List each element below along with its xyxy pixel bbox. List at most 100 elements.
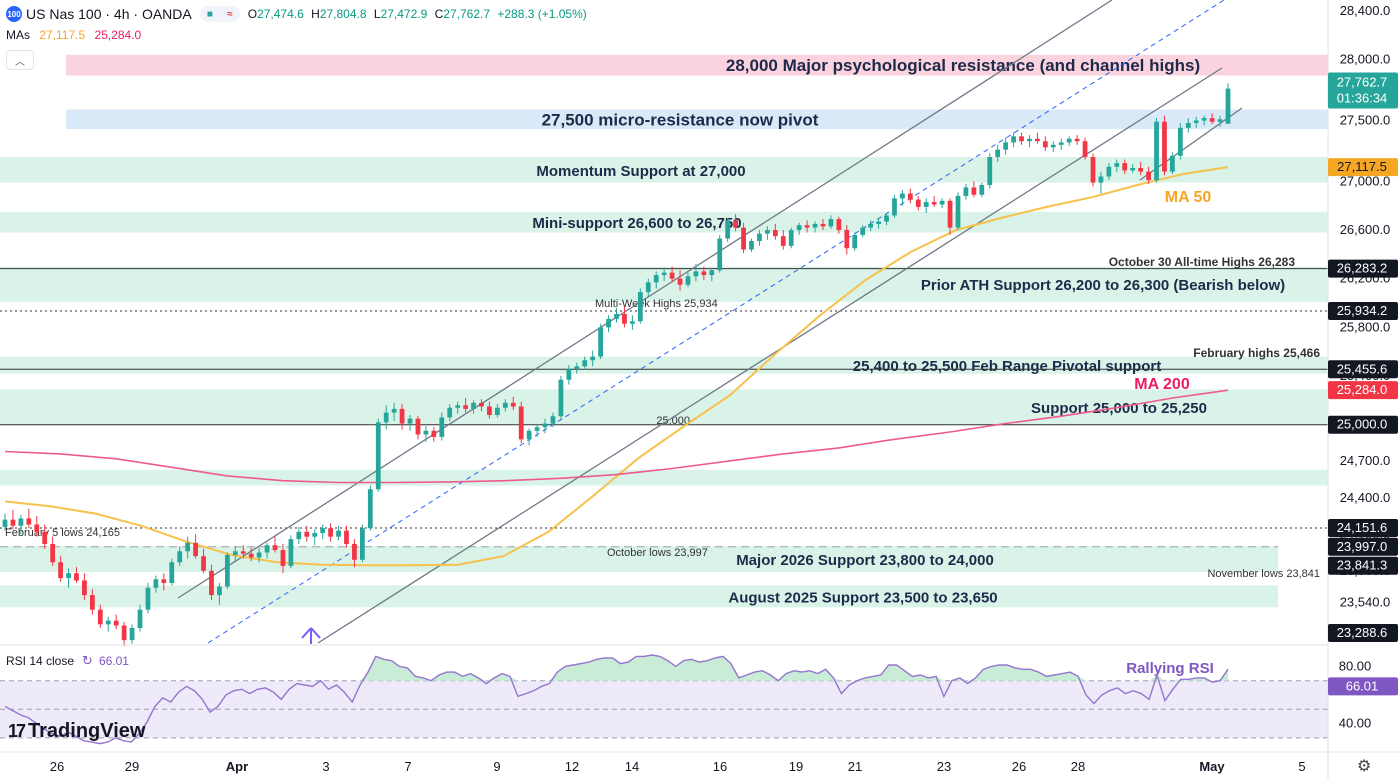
level-label: February 5 lows 24,165 bbox=[5, 527, 120, 539]
candle-body bbox=[717, 238, 723, 271]
tradingview-wordmark: TradingView bbox=[28, 720, 146, 742]
candle-body bbox=[193, 542, 198, 557]
candle-body bbox=[367, 489, 373, 529]
candle-body bbox=[614, 314, 619, 319]
ohlc-values: O27,474.6 H27,804.8 L27,472.9 C27,762.7 … bbox=[247, 7, 587, 21]
candle-body bbox=[907, 193, 913, 200]
candle-body bbox=[209, 570, 214, 596]
candle-body bbox=[558, 379, 564, 417]
candle-body bbox=[518, 406, 524, 440]
mas-legend[interactable]: MAs 27,117.5 25,284.0 bbox=[6, 28, 141, 42]
ma200-price-tag: 25,284.0 bbox=[1337, 382, 1388, 397]
time-tick-label: 14 bbox=[625, 759, 639, 774]
level-price-tag-bg bbox=[1328, 624, 1398, 642]
symbol-title[interactable]: US Nas 100 · 4h · OANDA bbox=[26, 6, 192, 22]
candle-body bbox=[836, 219, 842, 231]
candle-body bbox=[288, 539, 294, 566]
candle-body bbox=[963, 187, 969, 196]
candle-body bbox=[812, 223, 818, 228]
level-price-tag: 24,151.6 bbox=[1337, 520, 1388, 535]
rsi-overbought-fill bbox=[5, 655, 1228, 681]
zone-label: 27,500 micro-resistance now pivot bbox=[542, 110, 819, 129]
level-price-tag: 25,000.0 bbox=[1337, 417, 1388, 432]
price-tick-label: 27,000.0 bbox=[1340, 173, 1391, 188]
time-axis[interactable]: 26 29 Apr 3 7 9 12 14 16 19 21 23 26 28 May 5 bbox=[0, 751, 1400, 774]
candle-body bbox=[653, 275, 659, 283]
rsi-line bbox=[4, 654, 1229, 745]
time-tick-label: May bbox=[1199, 759, 1225, 774]
candle-body bbox=[423, 430, 429, 435]
level-price-tag: 26,283.2 bbox=[1337, 261, 1388, 276]
candle-body bbox=[987, 157, 993, 186]
candle-body bbox=[201, 556, 206, 571]
candle-body bbox=[74, 573, 79, 581]
candle-body bbox=[780, 236, 786, 246]
level-label: October lows 23,997 bbox=[607, 547, 708, 559]
candle-body bbox=[34, 524, 40, 532]
candle-body bbox=[868, 223, 874, 228]
candle-body bbox=[709, 270, 715, 276]
candle-body bbox=[1098, 176, 1104, 183]
collapse-legend-button[interactable]: ︿ bbox=[6, 50, 34, 70]
candle-body bbox=[534, 427, 540, 431]
candle-body bbox=[479, 402, 484, 407]
candle-body bbox=[447, 407, 453, 418]
level-price-tag-bg bbox=[1328, 360, 1398, 379]
level-label: October 30 All-time Highs 26,283 bbox=[1109, 255, 1296, 269]
level-price-tag: 23,841.3 bbox=[1337, 558, 1388, 573]
candle-body bbox=[590, 356, 596, 361]
level-price-tag-bg bbox=[1328, 556, 1398, 575]
level-label: November lows 23,841 bbox=[1207, 568, 1320, 580]
candle-body bbox=[939, 200, 945, 205]
level-price-tag: 25,934.2 bbox=[1337, 303, 1388, 318]
candle-body bbox=[765, 230, 770, 234]
price-tick-label: 24,700.0 bbox=[1340, 453, 1391, 468]
price-axis[interactable]: 28,400.0 28,000.0 27,500.0 27,000.0 26,600.0… bbox=[1327, 0, 1398, 780]
candle-body bbox=[979, 185, 985, 195]
candle-body bbox=[217, 586, 222, 596]
candle-body bbox=[804, 225, 810, 228]
level-price-tag-bg bbox=[1328, 518, 1398, 537]
candle-body bbox=[272, 545, 278, 551]
candle-body bbox=[701, 271, 707, 276]
candle-body bbox=[1058, 142, 1064, 145]
candle-body bbox=[788, 230, 794, 246]
candle-body bbox=[1225, 88, 1231, 124]
candle-body bbox=[1035, 138, 1040, 142]
candle-body bbox=[574, 366, 580, 369]
candle-body bbox=[1201, 118, 1207, 121]
rsi-legend[interactable]: RSI 14 close ↻ 66.01 bbox=[6, 653, 129, 669]
candle-body bbox=[955, 195, 961, 228]
candle-body bbox=[137, 609, 143, 628]
candle-body bbox=[280, 550, 286, 566]
candle-body bbox=[637, 292, 643, 322]
candle-body bbox=[121, 625, 127, 641]
candle-body bbox=[58, 562, 63, 579]
price-tick-label: 23,540.0 bbox=[1340, 594, 1391, 609]
candle-body bbox=[1066, 138, 1072, 143]
candle-body bbox=[2, 519, 8, 527]
level-price-tag: 23,288.6 bbox=[1337, 625, 1388, 640]
tradingview-logo[interactable]: 17 TradingView bbox=[8, 720, 145, 743]
candle-body bbox=[772, 230, 778, 237]
candle-body bbox=[494, 407, 500, 416]
annotation-label: MA 200 bbox=[1134, 376, 1190, 393]
visibility-pill[interactable]: ■ ≈ bbox=[199, 6, 240, 22]
time-tick-label: 3 bbox=[322, 759, 329, 774]
candle-body bbox=[399, 408, 405, 424]
time-tick-label: 26 bbox=[1012, 759, 1026, 774]
gear-icon[interactable]: ⚙ bbox=[1357, 758, 1372, 775]
candle-body bbox=[328, 528, 333, 537]
candle-body bbox=[1162, 121, 1167, 172]
candle-body bbox=[256, 552, 262, 558]
candle-body bbox=[1217, 119, 1223, 122]
candle-body bbox=[828, 219, 834, 227]
candle-body bbox=[1130, 167, 1136, 171]
candle-body bbox=[1027, 138, 1032, 142]
time-tick-label: 12 bbox=[565, 759, 579, 774]
candle-body bbox=[502, 402, 508, 408]
candle-body bbox=[240, 551, 246, 554]
candle-body bbox=[439, 417, 445, 437]
candle-body bbox=[1170, 155, 1175, 172]
